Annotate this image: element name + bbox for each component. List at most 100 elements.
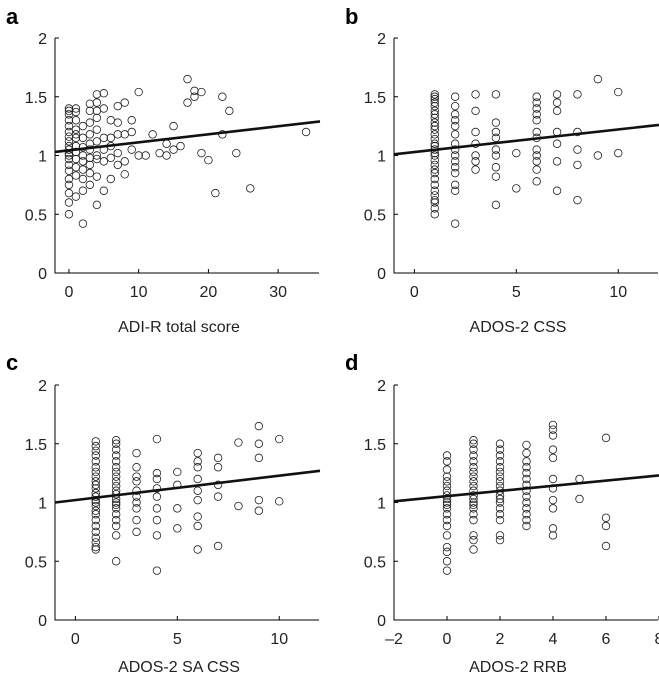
data-point-d: [442, 465, 452, 474]
data-point-a: [113, 101, 122, 111]
data-point-d: [469, 515, 478, 525]
data-point-c: [152, 468, 162, 478]
data-point-d: [469, 445, 478, 454]
data-point-d: [495, 504, 505, 513]
data-point-a: [92, 151, 102, 160]
data-point-b: [430, 155, 439, 165]
data-point-c: [193, 545, 202, 554]
data-point-d: [522, 504, 531, 513]
data-point-d: [469, 504, 478, 513]
data-point-b: [450, 92, 460, 101]
xlabel-b: ADOS-2 CSS: [470, 319, 567, 336]
data-point-c: [152, 566, 162, 575]
xlabel-d: ADOS-2 RRB: [469, 659, 567, 676]
data-point-b: [532, 110, 541, 119]
data-point-c: [111, 467, 121, 477]
data-point-a: [71, 125, 81, 134]
data-point-d: [522, 492, 531, 501]
panel-letter-a: a: [6, 4, 19, 29]
data-point-c: [152, 434, 162, 444]
data-point-b: [471, 157, 480, 166]
data-point-a: [120, 130, 129, 139]
data-point-a: [127, 127, 136, 137]
data-point-b: [450, 110, 460, 119]
x-tick-label-a: 20: [200, 284, 218, 301]
data-point-a: [85, 99, 95, 108]
data-point-a: [92, 90, 102, 99]
data-point-b: [450, 130, 460, 139]
data-point-a: [71, 154, 81, 164]
data-point-a: [211, 188, 220, 198]
data-point-d: [601, 513, 611, 522]
data-point-b: [430, 160, 439, 170]
data-point-a: [78, 165, 88, 174]
data-point-a: [169, 121, 178, 131]
data-point-a: [78, 174, 88, 184]
data-point-c: [91, 437, 100, 446]
data-point-c: [91, 527, 100, 537]
x-tick-label-b: 0: [410, 284, 419, 301]
xlabel-c: ADOS-2 SA CSS: [118, 659, 240, 676]
data-point-a: [113, 160, 122, 170]
data-point-d: [442, 457, 452, 466]
data-point-c: [213, 492, 223, 501]
data-point-d: [442, 566, 452, 575]
data-point-a: [85, 160, 95, 170]
data-point-c: [132, 527, 141, 537]
data-point-a: [301, 127, 311, 137]
y-tick-label-c: 2: [38, 378, 47, 395]
data-point-b: [471, 106, 480, 116]
data-point-c: [91, 501, 100, 511]
data-point-a: [148, 130, 157, 139]
data-point-d: [522, 521, 531, 531]
data-point-d: [495, 535, 505, 545]
data-point-d: [548, 531, 558, 540]
data-point-b: [532, 157, 541, 166]
data-point-d: [442, 486, 452, 495]
data-point-d: [442, 500, 452, 510]
data-point-b: [552, 90, 562, 99]
data-point-a: [71, 116, 81, 125]
data-point-c: [173, 504, 182, 513]
data-point-a: [197, 148, 206, 158]
data-point-a: [197, 87, 206, 97]
data-point-c: [152, 492, 162, 501]
data-point-d: [522, 457, 531, 466]
data-point-b: [532, 98, 541, 107]
data-point-a: [71, 192, 81, 201]
data-point-b: [532, 177, 541, 186]
x-tick-label-c: 5: [173, 631, 182, 648]
data-point-c: [254, 439, 264, 448]
data-point-d: [469, 545, 478, 554]
data-point-d: [522, 474, 531, 484]
data-point-d: [548, 474, 558, 484]
data-point-b: [430, 186, 439, 195]
data-point-c: [91, 480, 100, 490]
data-point-d: [442, 557, 452, 566]
data-point-c: [254, 495, 264, 505]
data-point-b: [430, 195, 439, 205]
data-point-a: [64, 121, 74, 131]
data-point-c: [91, 521, 100, 531]
data-point-d: [495, 467, 505, 477]
x-tick-label-d: 0: [443, 631, 452, 648]
data-point-d: [548, 425, 558, 434]
data-point-c: [91, 484, 100, 493]
x-tick-label-d: 6: [602, 631, 611, 648]
data-point-d: [442, 542, 452, 552]
data-point-a: [120, 157, 129, 166]
data-point-d: [442, 504, 452, 513]
data-point-c: [254, 506, 264, 515]
data-point-d: [442, 498, 452, 507]
data-point-a: [225, 106, 234, 116]
data-point-d: [548, 453, 558, 463]
data-point-b: [532, 104, 541, 113]
data-point-b: [552, 139, 562, 148]
data-point-a: [106, 153, 115, 163]
data-point-a: [162, 151, 171, 160]
data-point-b: [430, 121, 439, 131]
data-point-d: [495, 494, 505, 504]
y-tick-label-a: 0: [38, 266, 47, 283]
y-tick-label-c: 1.5: [25, 437, 47, 454]
panel-b: b ADOS-2 CSS 0 0.5 1 1.5 2 0 5 10: [345, 4, 659, 336]
